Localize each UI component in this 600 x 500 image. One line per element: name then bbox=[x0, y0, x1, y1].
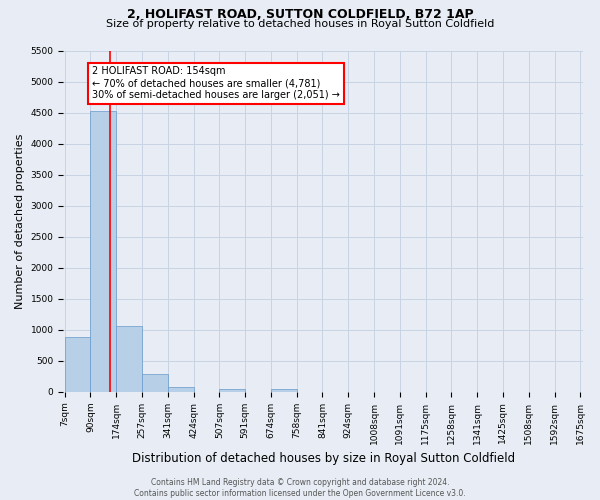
Bar bbox=[91, 111, 116, 392]
Text: Contains HM Land Registry data © Crown copyright and database right 2024.
Contai: Contains HM Land Registry data © Crown c… bbox=[134, 478, 466, 498]
Text: 2 HOLIFAST ROAD: 154sqm
← 70% of detached houses are smaller (4,781)
30% of semi: 2 HOLIFAST ROAD: 154sqm ← 70% of detache… bbox=[92, 66, 340, 100]
Bar bbox=[220, 389, 245, 392]
Bar bbox=[168, 388, 194, 392]
Bar bbox=[142, 374, 168, 392]
Text: 2, HOLIFAST ROAD, SUTTON COLDFIELD, B72 1AP: 2, HOLIFAST ROAD, SUTTON COLDFIELD, B72 … bbox=[127, 8, 473, 20]
Bar bbox=[65, 338, 91, 392]
Bar bbox=[116, 326, 142, 392]
Text: Size of property relative to detached houses in Royal Sutton Coldfield: Size of property relative to detached ho… bbox=[106, 19, 494, 29]
Y-axis label: Number of detached properties: Number of detached properties bbox=[15, 134, 25, 309]
Bar bbox=[271, 389, 297, 392]
X-axis label: Distribution of detached houses by size in Royal Sutton Coldfield: Distribution of detached houses by size … bbox=[132, 452, 515, 465]
